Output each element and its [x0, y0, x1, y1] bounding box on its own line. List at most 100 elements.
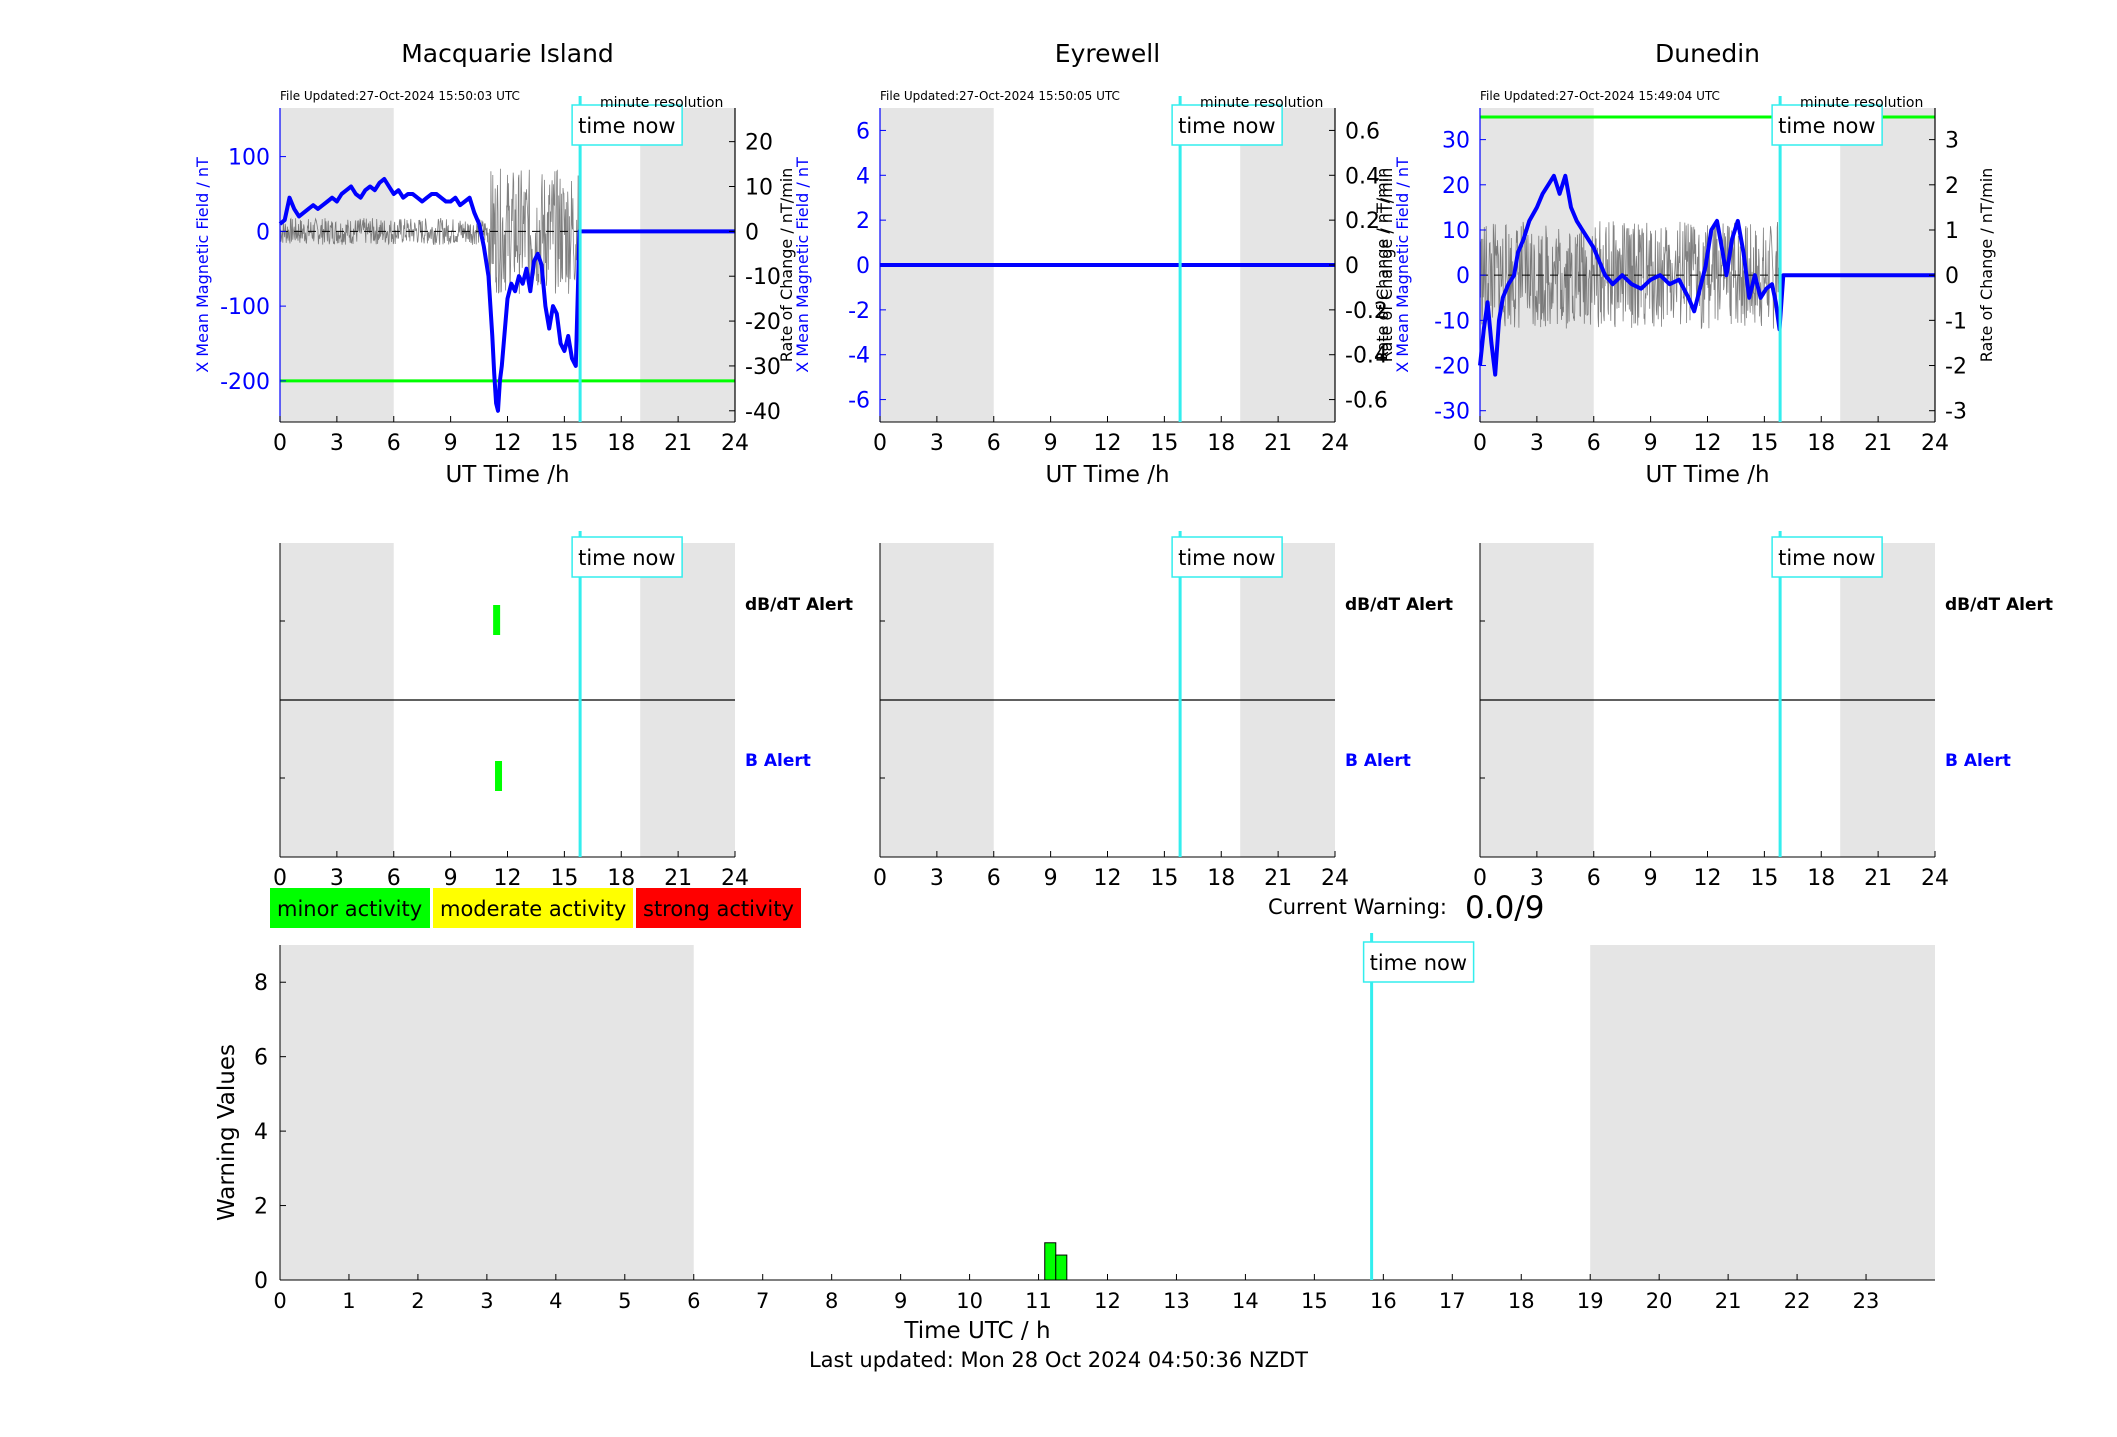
current-warning-label: Current Warning:: [1268, 895, 1447, 919]
x-tick-label: 21: [664, 866, 692, 891]
time-now-label: time now: [1370, 951, 1467, 975]
x-axis-label: UT Time /h: [1645, 462, 1769, 488]
warning-y-tick-label: 4: [254, 1120, 268, 1145]
y-right-tick-label: -20: [745, 310, 781, 335]
y-right-tick-label: 2: [1945, 174, 1959, 199]
y-right-axis-label: Rate of Change / nT/min: [1977, 168, 1996, 363]
file-updated-text: File Updated:27-Oct-2024 15:50:05 UTC: [880, 89, 1120, 103]
y-tick-label: -100: [220, 295, 270, 320]
x-tick-label: 12: [1094, 431, 1122, 456]
alert-panel-1: 0 3 6 9 12 15 18 21 24 time now dB/dT Alert B Alert: [273, 531, 853, 891]
time-now-box: [1771, 536, 1883, 578]
legend-swatch-0: [270, 888, 430, 928]
warning-y-tick-label: 8: [254, 971, 268, 996]
legend-label-2: strong activity: [643, 897, 794, 921]
x-tick-label: 0: [273, 866, 287, 891]
x-tick-label: 6: [987, 431, 1001, 456]
field-chart-2: 0 3 6 9 12 15 18 21 24-6-4-20246-0.6-0.4-0.200.2…: [793, 39, 1396, 488]
y-right-tick-label: 0: [1945, 264, 1959, 289]
y-right-tick-label: 1: [1945, 219, 1959, 244]
y-right-tick-label: -0.4: [1345, 344, 1388, 369]
warning-x-tick-label: 16: [1370, 1289, 1397, 1313]
night-shade-0: [280, 945, 694, 1280]
y-right-tick-label: 0.2: [1345, 209, 1380, 234]
warning-x-tick-label: 7: [756, 1289, 769, 1313]
rate-of-change-trace: [279, 168, 580, 294]
night-shade-1: [640, 108, 735, 422]
y-right-tick-label: -40: [745, 400, 781, 425]
dbdt-alert-label: dB/dT Alert: [1345, 595, 1453, 615]
b-alert-label: B Alert: [1345, 751, 1411, 771]
warning-x-tick-label: 20: [1646, 1289, 1673, 1313]
x-tick-label: 12: [1094, 866, 1122, 891]
x-tick-label: 6: [387, 866, 401, 891]
time-now-label: time now: [1778, 114, 1875, 138]
x-tick-label: 21: [1864, 866, 1892, 891]
night-shade-1: [1840, 108, 1935, 422]
warning-x-tick-label: 23: [1853, 1289, 1880, 1313]
x-tick-label: 15: [550, 866, 578, 891]
x-tick-label: 18: [1807, 866, 1835, 891]
x-tick-label: 9: [1044, 431, 1058, 456]
x-tick-label: 6: [987, 866, 1001, 891]
y-right-tick-label: 0.6: [1345, 119, 1380, 144]
y-tick-label: 0: [256, 220, 270, 245]
time-now-box: [571, 536, 683, 578]
warning-x-tick-label: 1: [342, 1289, 355, 1313]
y-right-axis-label: Rate of Change / nT/min: [777, 168, 796, 363]
night-shade-0: [280, 108, 394, 422]
x-tick-label: 21: [1264, 431, 1292, 456]
y-right-tick-label: -0.6: [1345, 389, 1388, 414]
x-tick-label: 18: [607, 431, 635, 456]
x-tick-label: 24: [1921, 866, 1949, 891]
x-tick-label: 3: [330, 431, 344, 456]
alert-panel-3: 0 3 6 9 12 15 18 21 24 time now dB/dT Alert B Alert: [1473, 531, 2053, 891]
warning-x-tick-label: 12: [1094, 1289, 1121, 1313]
y-tick-label: -4: [848, 344, 870, 369]
warning-x-tick-label: 4: [549, 1289, 562, 1313]
b-alert-label: B Alert: [745, 751, 811, 771]
y-right-tick-label: 20: [745, 131, 773, 156]
y-tick-label: -10: [1434, 309, 1470, 334]
time-now-box: [1362, 941, 1475, 983]
current-warning-value: 0.0/9: [1465, 890, 1544, 926]
y-right-tick-label: 0.4: [1345, 164, 1380, 189]
chart-title: Macquarie Island: [401, 39, 614, 68]
time-now-box: [1171, 536, 1283, 578]
y-tick-label: 0: [856, 254, 870, 279]
y-right-axis-label: Rate of Change / nT/min: [1377, 168, 1396, 363]
time-now-label: time now: [578, 114, 675, 138]
x-tick-label: 18: [1807, 431, 1835, 456]
night-shade-1: [1590, 945, 1935, 1280]
chart-title: Dunedin: [1655, 39, 1760, 68]
y-right-tick-label: -2: [1945, 355, 1967, 380]
x-tick-label: 0: [1473, 866, 1487, 891]
x-tick-label: 9: [444, 866, 458, 891]
x-tick-label: 24: [1321, 866, 1349, 891]
y-right-tick-label: -3: [1945, 400, 1967, 425]
field-series-line: [1478, 173, 1935, 377]
y-tick-label: -6: [848, 389, 870, 414]
warning-x-tick-label: 18: [1508, 1289, 1535, 1313]
warning-x-tick-label: 8: [825, 1289, 838, 1313]
x-tick-label: 24: [721, 866, 749, 891]
x-tick-label: 15: [1150, 866, 1178, 891]
warning-x-tick-label: 19: [1577, 1289, 1604, 1313]
y-tick-label: 30: [1442, 129, 1470, 154]
last-updated-text: Last updated: Mon 28 Oct 2024 04:50:36 N…: [808, 1348, 1309, 1372]
warning-x-tick-label: 21: [1715, 1289, 1742, 1313]
y-right-tick-label: 0: [1345, 254, 1359, 279]
warning-x-tick-label: 6: [687, 1289, 700, 1313]
field-chart-1: 0 3 6 9 12 15 18 21 24-200-1000100-40-30-20-1001…: [193, 39, 796, 488]
x-tick-label: 9: [1644, 866, 1658, 891]
warning-x-tick-label: 0: [273, 1289, 286, 1313]
y-right-tick-label: 0: [745, 220, 759, 245]
warning-x-tick-label: 3: [480, 1289, 493, 1313]
y-tick-label: 6: [856, 119, 870, 144]
dbdt-alert-label: dB/dT Alert: [1945, 595, 2053, 615]
warning-chart: 0 1 2 3 4 5 6 7 8 9 10 11 12 13 14 15 16 17 18 19 20 21 22 2302…: [214, 933, 1935, 1344]
warning-x-tick-label: 5: [618, 1289, 631, 1313]
x-tick-label: 18: [1207, 866, 1235, 891]
warning-x-tick-label: 22: [1784, 1289, 1811, 1313]
